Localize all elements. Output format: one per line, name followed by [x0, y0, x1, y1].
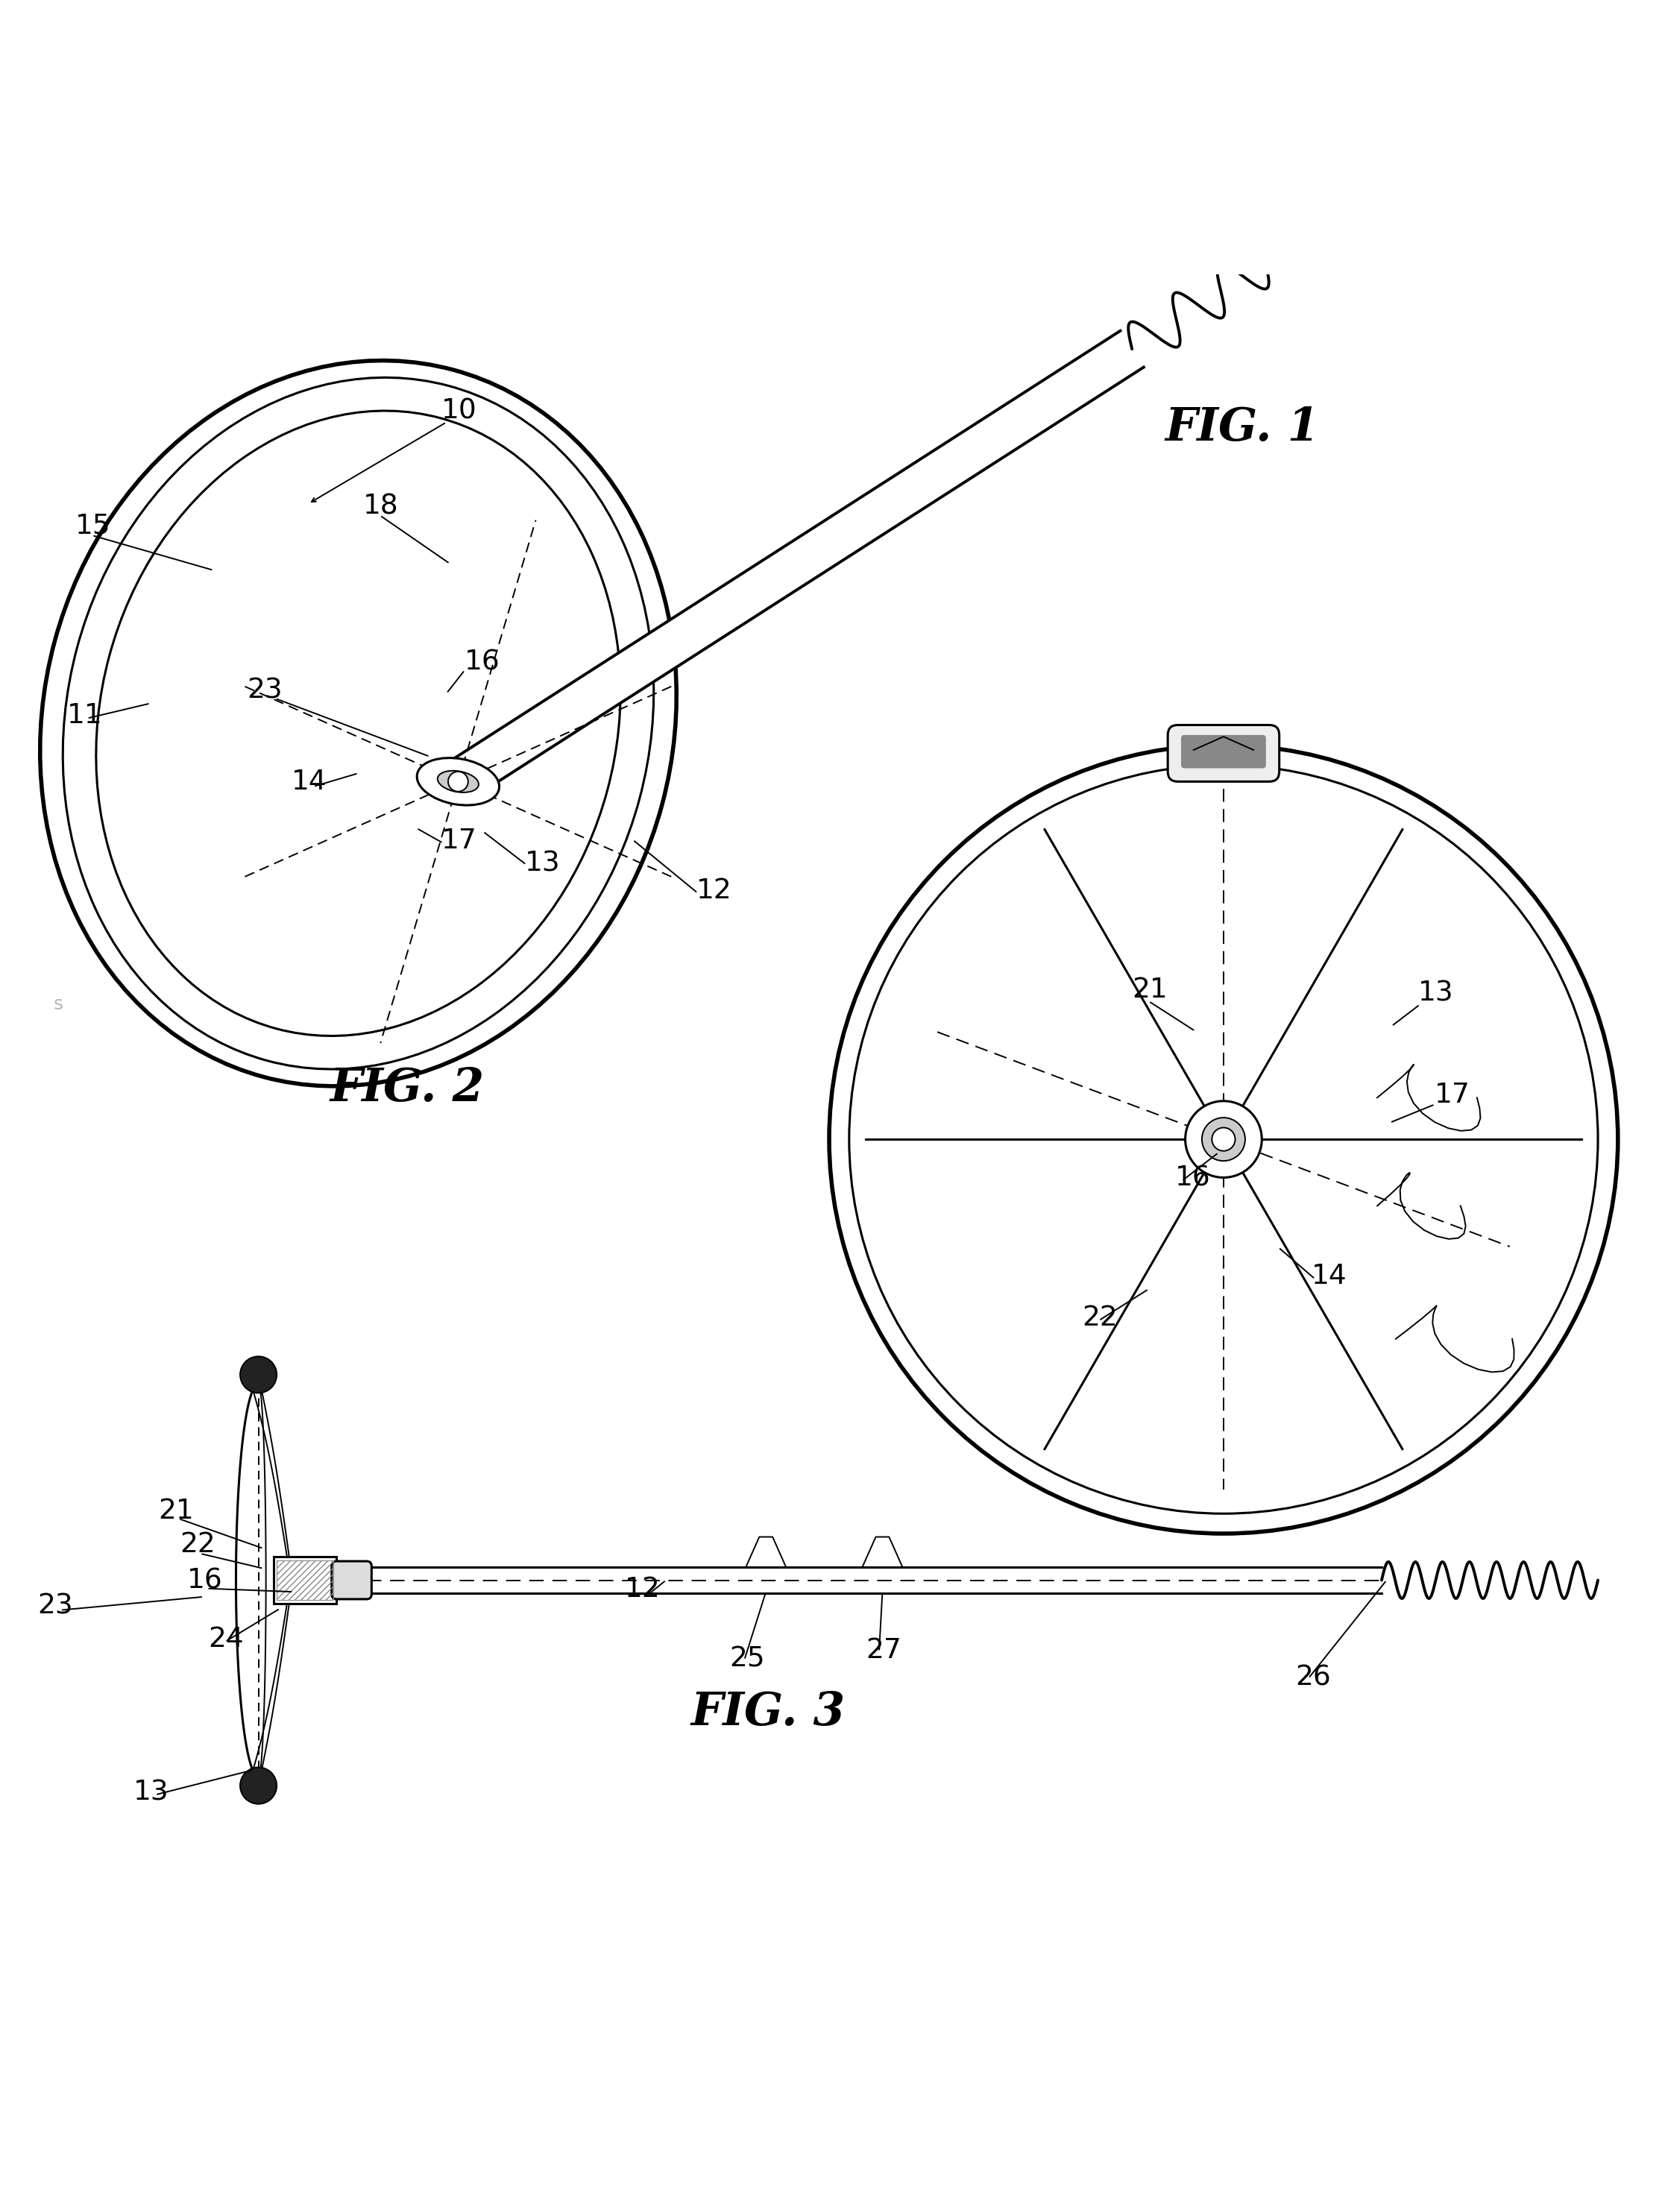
Text: 16: 16: [186, 1568, 223, 1595]
Text: 12: 12: [696, 878, 731, 905]
Text: FIG. 1: FIG. 1: [1165, 405, 1320, 451]
Circle shape: [240, 1356, 276, 1394]
Text: 14: 14: [291, 770, 328, 796]
Text: 10: 10: [441, 398, 478, 425]
FancyBboxPatch shape: [331, 1562, 371, 1599]
Text: 23: 23: [246, 677, 283, 703]
Circle shape: [1185, 1102, 1262, 1177]
Text: 23: 23: [37, 1593, 73, 1619]
Wedge shape: [866, 989, 1224, 1413]
Text: 17: 17: [441, 827, 478, 854]
Polygon shape: [446, 332, 1144, 801]
Circle shape: [240, 1767, 276, 1805]
Wedge shape: [1224, 865, 1582, 1261]
Text: 13: 13: [524, 852, 559, 878]
Ellipse shape: [849, 765, 1598, 1513]
Text: s: s: [53, 995, 63, 1013]
Text: 27: 27: [866, 1637, 901, 1663]
Polygon shape: [336, 723, 614, 1040]
Text: 21: 21: [1132, 978, 1167, 1004]
Polygon shape: [100, 591, 358, 1037]
Ellipse shape: [866, 781, 1582, 1498]
Polygon shape: [366, 1566, 1382, 1593]
Text: 26: 26: [1295, 1663, 1330, 1690]
Ellipse shape: [829, 745, 1618, 1533]
Text: 24: 24: [208, 1626, 245, 1652]
Text: 14: 14: [1312, 1263, 1347, 1290]
Text: 21: 21: [158, 1498, 195, 1524]
Text: FIG. 2: FIG. 2: [330, 1066, 485, 1110]
Ellipse shape: [416, 759, 499, 805]
Text: 22: 22: [1082, 1305, 1117, 1332]
Text: FIG. 3: FIG. 3: [691, 1690, 846, 1734]
Circle shape: [448, 772, 468, 792]
Text: 25: 25: [729, 1646, 764, 1672]
Text: 22: 22: [180, 1531, 216, 1557]
Circle shape: [1202, 1117, 1245, 1161]
Text: 13: 13: [133, 1778, 170, 1805]
Text: 13: 13: [1419, 980, 1454, 1006]
Text: 18: 18: [363, 493, 400, 520]
FancyBboxPatch shape: [1180, 734, 1265, 768]
Text: 16: 16: [465, 650, 501, 677]
FancyBboxPatch shape: [1167, 726, 1279, 781]
Text: 15: 15: [75, 513, 112, 540]
Ellipse shape: [40, 361, 676, 1086]
Text: 12: 12: [624, 1575, 659, 1604]
Ellipse shape: [438, 770, 478, 792]
Text: 16: 16: [1175, 1166, 1210, 1192]
Bar: [273, 1557, 336, 1604]
Text: 11: 11: [67, 703, 103, 730]
Bar: [276, 1559, 333, 1599]
Circle shape: [1212, 1128, 1235, 1150]
Text: 17: 17: [1435, 1082, 1470, 1108]
Ellipse shape: [97, 411, 621, 1035]
